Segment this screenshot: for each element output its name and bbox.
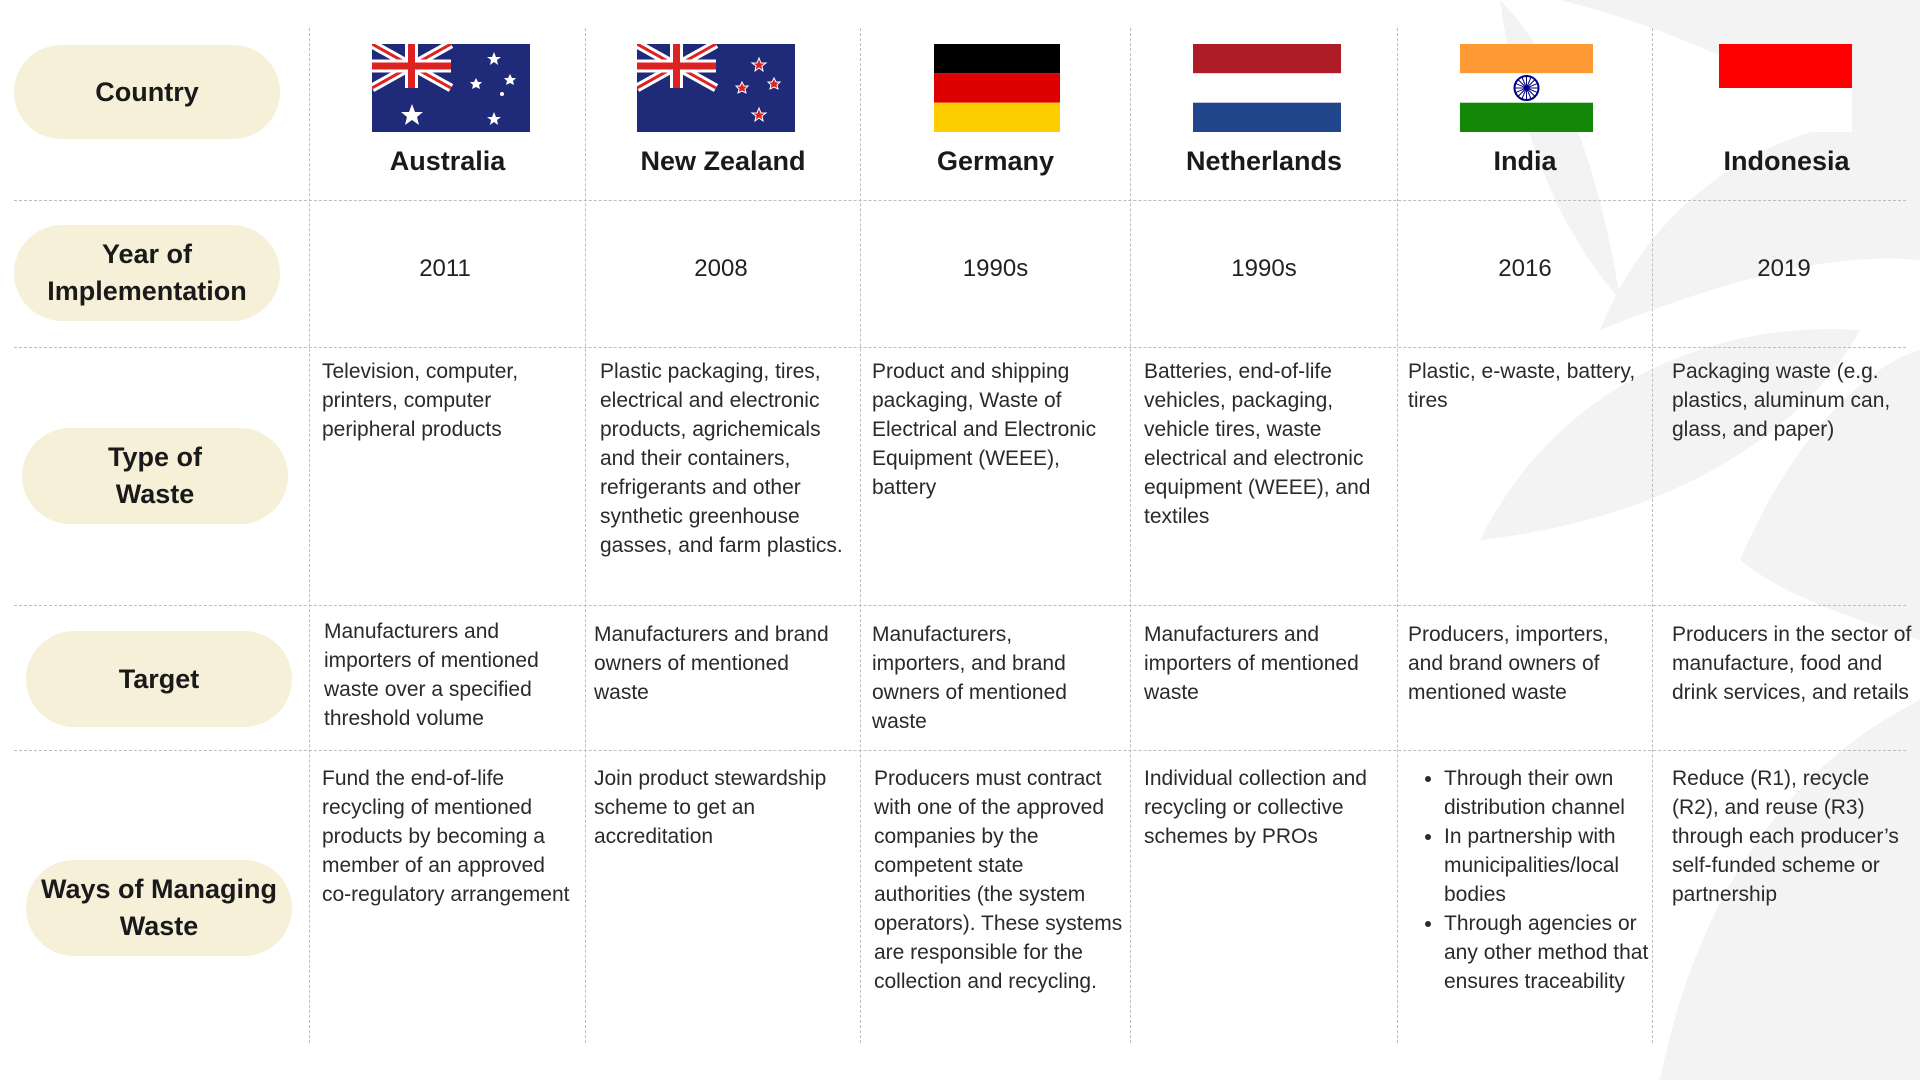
country-name-australia: Australia	[389, 146, 506, 176]
list-item: Through their own distribution channel	[1444, 764, 1656, 822]
country-name-germany: Germany	[936, 146, 1055, 176]
waste-type-germany: Product and shipping packaging, Waste of…	[872, 360, 1097, 499]
list-item: In partnership with municipalities/local…	[1444, 822, 1656, 909]
row-divider	[14, 200, 1906, 201]
column-divider	[1652, 28, 1653, 1043]
year-new-zealand: 2008	[694, 255, 748, 282]
row-label-target-text: Target	[118, 663, 200, 694]
row-label-year-text: Year of Implementation	[47, 236, 247, 310]
column-header-germany: Germany	[861, 28, 1130, 198]
india-flag-icon	[1460, 44, 1593, 132]
indonesia-flag-icon	[1719, 44, 1852, 132]
row-label-ways-line2: Waste	[119, 911, 199, 941]
year-germany: 1990s	[962, 255, 1029, 282]
row-label-type-line2: Waste	[115, 479, 195, 509]
target-germany: Manufacturers, importers, and brand owne…	[872, 623, 1067, 733]
row-label-year-line1: Year of	[101, 239, 193, 269]
row-label-ways-text: Ways of Managing Waste	[41, 871, 277, 945]
row-label-year-line2: Implementation	[47, 276, 247, 306]
column-divider	[1130, 28, 1131, 1043]
row-label-year: Year of Implementation	[14, 225, 280, 321]
country-name-new-zealand: New Zealand	[640, 146, 806, 176]
column-header-netherlands: Netherlands	[1131, 28, 1397, 198]
row-label-ways-of-managing-waste: Ways of Managing Waste	[26, 860, 292, 956]
row-label-type-line1: Type of	[108, 442, 202, 472]
column-divider	[1397, 28, 1398, 1043]
new-zealand-flag-icon	[637, 44, 795, 132]
row-divider	[14, 750, 1906, 751]
column-divider	[585, 28, 586, 1043]
waste-type-australia: Television, computer, printers, computer…	[322, 360, 519, 441]
year-australia: 2011	[419, 255, 471, 282]
ways-indonesia: Reduce (R1), recycle (R2), and reuse (R3…	[1672, 767, 1899, 906]
list-item: Through agencies or any other method tha…	[1444, 909, 1656, 996]
row-label-country-text: Country	[95, 76, 199, 107]
waste-type-new-zealand: Plastic packaging, tires, electrical and…	[600, 360, 843, 557]
target-india: Producers, importers, and brand owners o…	[1408, 623, 1609, 704]
target-indonesia: Producers in the sector of manufacture, …	[1672, 623, 1912, 704]
ways-netherlands: Individual collection and recycling or c…	[1144, 767, 1367, 848]
year-india: 2016	[1498, 255, 1552, 282]
row-label-target: Target	[26, 631, 292, 727]
column-header-new-zealand: New Zealand	[586, 28, 860, 198]
year-netherlands: 1990s	[1231, 255, 1297, 282]
ways-australia: Fund the end-of-life recycling of mentio…	[322, 767, 570, 906]
country-name-india: India	[1493, 146, 1557, 176]
year-indonesia: 2019	[1757, 255, 1811, 282]
row-label-type-of-waste: Type of Waste	[22, 428, 288, 524]
column-header-indonesia: Indonesia	[1653, 28, 1920, 198]
target-netherlands: Manufacturers and importers of mentioned…	[1144, 623, 1359, 704]
column-divider	[309, 28, 310, 1043]
waste-type-netherlands: Batteries, end-of-life vehicles, packagi…	[1144, 360, 1371, 528]
australia-flag-icon	[372, 44, 530, 132]
column-header-india: India	[1398, 28, 1652, 198]
country-name-indonesia: Indonesia	[1723, 146, 1850, 176]
row-divider	[14, 605, 1906, 606]
netherlands-flag-icon	[1193, 44, 1341, 132]
column-divider	[860, 28, 861, 1043]
ways-india: Through their own distribution channel I…	[1408, 764, 1656, 996]
row-label-type-text: Type of Waste	[108, 439, 202, 513]
ways-india-list: Through their own distribution channel I…	[1408, 764, 1656, 996]
waste-type-india: Plastic, e-waste, battery, tires	[1408, 360, 1636, 412]
country-name-netherlands: Netherlands	[1185, 146, 1343, 176]
column-header-australia: Australia	[310, 28, 585, 198]
row-label-ways-line1: Ways of Managing	[40, 874, 277, 904]
germany-flag-icon	[934, 44, 1060, 132]
row-label-country: Country	[14, 45, 280, 139]
ways-germany: Producers must contract with one of the …	[874, 767, 1123, 993]
target-australia: Manufacturers and importers of mentioned…	[324, 620, 539, 730]
target-new-zealand: Manufacturers and brand owners of mentio…	[594, 623, 829, 704]
waste-type-indonesia: Packaging waste (e.g. plastics, aluminum…	[1672, 360, 1891, 441]
row-divider	[14, 347, 1906, 348]
ways-new-zealand: Join product stewardship scheme to get a…	[594, 767, 827, 848]
